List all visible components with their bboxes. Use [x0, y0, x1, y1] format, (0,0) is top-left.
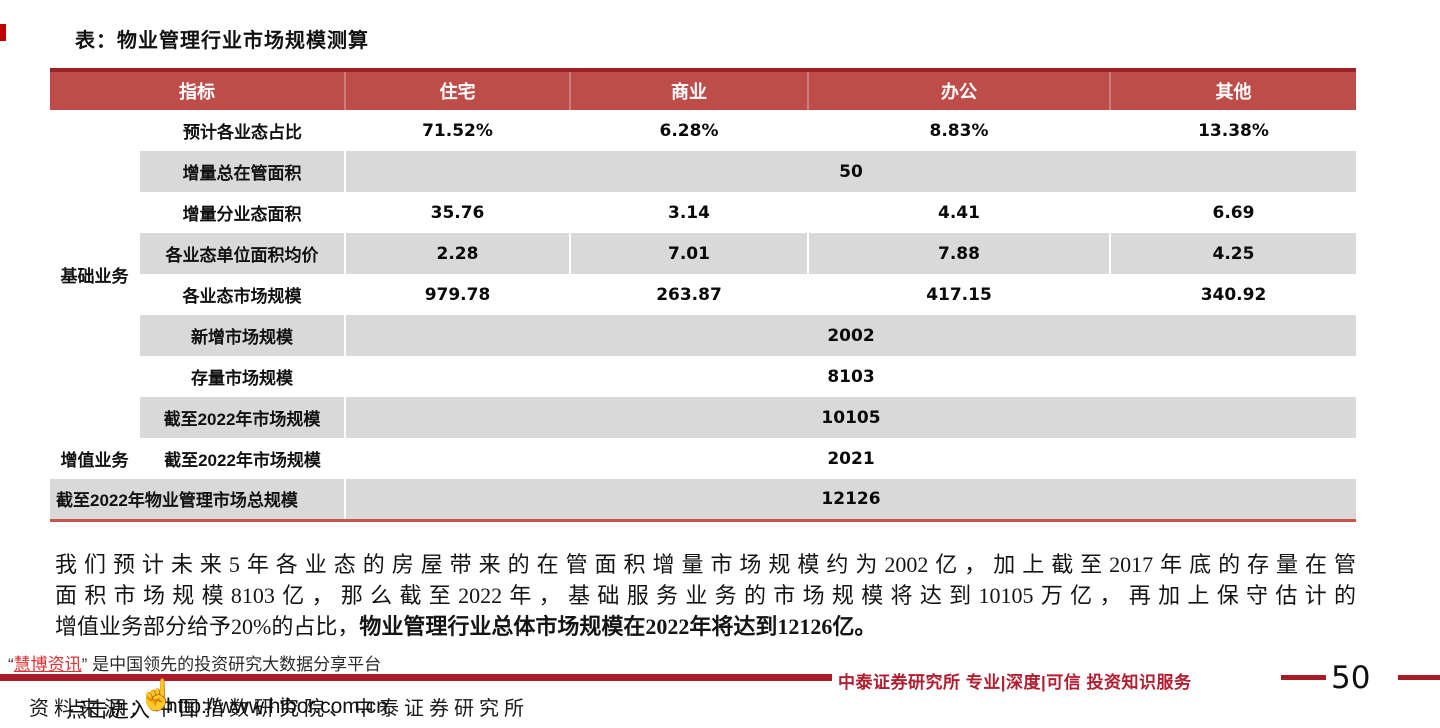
footer-rule-right [1398, 675, 1440, 680]
col-header-other: 其他 [1109, 70, 1356, 110]
row-label: 存量市场规模 [191, 369, 293, 388]
cell-value: 417.15 [807, 274, 1110, 315]
table-row: 各业态单位面积均价 2.28 7.01 7.88 4.25 [50, 233, 1356, 274]
row-label: 各业态市场规模 [182, 287, 302, 306]
row-label: 预计各业态占比 [139, 110, 345, 151]
cell-value: 7.88 [807, 233, 1110, 274]
row-label: 截至2022年市场规模 [140, 397, 345, 438]
cell-value: 340.92 [1109, 274, 1356, 315]
row-label: 各业态单位面积均价 [140, 233, 345, 274]
cell-value-merged: 50 [344, 151, 1356, 192]
cell-value-merged: 10105 [344, 397, 1356, 438]
cell-value-merged: 2021 [344, 438, 1356, 479]
cell-value-merged: 2002 [344, 315, 1356, 356]
cell-value: 13.38% [1109, 110, 1356, 151]
watermark-click-text: 点击进入 [66, 698, 150, 722]
cell-value: 6.28% [569, 110, 808, 151]
table-row: 增量总在管面积 50 [50, 151, 1356, 192]
page-number: 50 [1331, 660, 1371, 696]
total-row-value: 12126 [344, 479, 1356, 520]
cell-value: 3.14 [569, 192, 808, 233]
cell-value-merged: 8103 [344, 356, 1356, 397]
close-quote: ” [81, 655, 88, 674]
cell-value: 263.87 [569, 274, 808, 315]
footer-rule-left [0, 674, 832, 681]
cell-value: 6.69 [1109, 192, 1356, 233]
cell-value: 4.25 [1109, 233, 1356, 274]
col-header-indicator: 指标 [50, 70, 345, 110]
hibor-brand-link[interactable]: 慧博资讯 [13, 655, 82, 674]
open-quote: “ [8, 655, 14, 674]
table-row: 基础业务 预计各业态占比 71.52% 6.28% 8.83% 13.38% [50, 110, 1356, 438]
footer-rule-middle [1281, 675, 1326, 680]
table-row: 增量分业态面积 35.76 3.14 4.41 6.69 [50, 192, 1356, 233]
cell-value: 71.52% [344, 110, 570, 151]
analysis-paragraph: 我们预计未来5年各业态的房屋带来的在管面积增量市场规模约为2002亿，加上截至2… [55, 549, 1356, 642]
paragraph-line-3: 增值业务部分给予20%的占比，物业管理行业总体市场规模在2022年将达到1212… [55, 611, 1356, 642]
watermark-url-link[interactable]: http://www.hibor.com.cn [166, 695, 388, 718]
table-row: 增值业务 截至2022年市场规模 2021 [50, 438, 1356, 479]
paragraph-line-3-bold: 物业管理行业总体市场规模在2022年将达到12126亿。 [359, 614, 877, 639]
source-note: 资料来源：中国指数研究院、中泰证券研究所 [29, 698, 529, 720]
table-row: 各业态市场规模 979.78 263.87 417.15 340.92 [50, 274, 1356, 315]
col-header-commercial: 商业 [569, 70, 808, 110]
row-label: 截至2022年市场规模 [139, 438, 345, 479]
table-header-row: 指标 住宅 商业 办公 其他 [50, 70, 1356, 110]
group-label-basic-business: 基础业务 [50, 110, 140, 438]
row-label: 新增市场规模 [140, 315, 345, 356]
table-row: 截至2022年市场规模 10105 [50, 397, 1356, 438]
cell-value: 7.01 [569, 233, 808, 274]
group-label-value-added-business: 增值业务 [50, 438, 140, 479]
market-size-table: 指标 住宅 商业 办公 其他 基础业务 预计各业态占比 71.52% 6.28%… [50, 68, 1356, 522]
cell-value: 979.78 [344, 274, 570, 315]
col-header-residential: 住宅 [344, 70, 570, 110]
total-row-label: 截至2022年物业管理市场总规模 [50, 479, 345, 520]
zhongtai-brand-line: 中泰证券研究所 专业|深度|可信 投资知识服务 [838, 673, 1192, 692]
table-row: 新增市场规模 2002 [50, 315, 1356, 356]
table-title: 表：物业管理行业市场规模测算 [75, 30, 369, 52]
pointing-hand-icon: ☝ [138, 679, 176, 712]
table-row: 存量市场规模 8103 [50, 356, 1356, 397]
row-label: 增量总在管面积 [140, 151, 345, 192]
paragraph-line-2: 面积市场规模8103亿，那么截至2022年，基础服务业务的市场规模将达到1010… [55, 583, 1356, 608]
hibor-tagline-row: “慧博资讯” 是中国领先的投资研究大数据分享平台 [8, 650, 381, 675]
left-edge-red-mark [0, 24, 6, 41]
hibor-tagline-text: 是中国领先的投资研究大数据分享平台 [92, 655, 382, 674]
cell-value: 8.83% [807, 110, 1110, 151]
paragraph-line-1: 我们预计未来5年各业态的房屋带来的在管面积增量市场规模约为2002亿，加上截至2… [55, 552, 1356, 577]
paragraph-line-3-normal: 增值业务部分给予20%的占比， [55, 614, 360, 639]
table-row-total: 截至2022年物业管理市场总规模 12126 [50, 479, 1356, 520]
row-label: 增量分业态面积 [182, 205, 302, 224]
col-header-office: 办公 [807, 70, 1110, 110]
cell-value: 2.28 [344, 233, 570, 274]
cell-value: 35.76 [344, 192, 570, 233]
cell-value: 4.41 [807, 192, 1110, 233]
